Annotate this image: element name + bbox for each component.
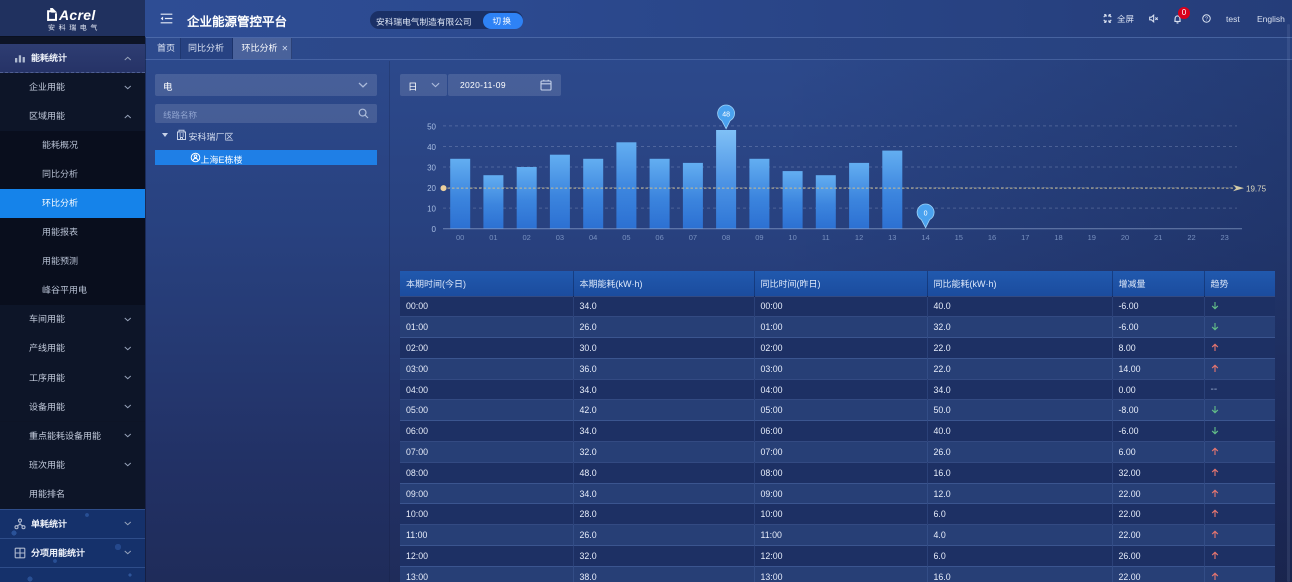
svg-text:20: 20	[427, 184, 436, 193]
svg-text:10: 10	[788, 233, 796, 242]
svg-text:00: 00	[456, 233, 464, 242]
svg-text:48: 48	[722, 111, 730, 118]
svg-text:08: 08	[722, 233, 730, 242]
svg-text:0: 0	[924, 210, 928, 217]
svg-text:17: 17	[1021, 233, 1029, 242]
svg-text:04: 04	[589, 233, 597, 242]
svg-text:09: 09	[755, 233, 763, 242]
svg-text:12: 12	[855, 233, 863, 242]
svg-text:19: 19	[1088, 233, 1096, 242]
svg-text:0: 0	[432, 225, 437, 234]
svg-text:07: 07	[689, 233, 697, 242]
svg-text:19.75: 19.75	[1246, 185, 1267, 194]
svg-text:13: 13	[888, 233, 896, 242]
svg-text:20: 20	[1121, 233, 1129, 242]
svg-text:23: 23	[1221, 233, 1229, 242]
svg-text:16: 16	[988, 233, 996, 242]
svg-text:22: 22	[1187, 233, 1195, 242]
svg-text:18: 18	[1054, 233, 1062, 242]
svg-text:10: 10	[427, 205, 436, 214]
svg-text:50: 50	[427, 122, 436, 131]
svg-text:06: 06	[655, 233, 663, 242]
svg-text:21: 21	[1154, 233, 1162, 242]
svg-text:11: 11	[822, 233, 830, 242]
svg-text:?: ?	[1204, 16, 1207, 22]
svg-text:14: 14	[921, 233, 929, 242]
svg-text:15: 15	[955, 233, 963, 242]
svg-text:05: 05	[622, 233, 630, 242]
svg-text:01: 01	[489, 233, 497, 242]
svg-text:40: 40	[427, 143, 436, 152]
svg-text:03: 03	[556, 233, 564, 242]
svg-text:02: 02	[523, 233, 531, 242]
svg-text:30: 30	[427, 164, 436, 173]
